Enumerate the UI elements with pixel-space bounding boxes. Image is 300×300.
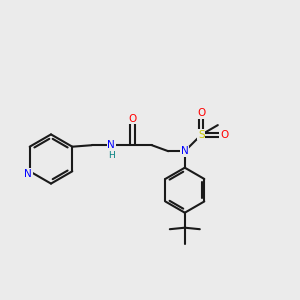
Text: O: O bbox=[128, 114, 136, 124]
Text: O: O bbox=[197, 108, 206, 118]
Text: O: O bbox=[220, 130, 228, 140]
Text: N: N bbox=[24, 169, 32, 179]
Text: N: N bbox=[107, 140, 115, 150]
Text: N: N bbox=[181, 146, 189, 156]
Text: S: S bbox=[198, 130, 205, 140]
Text: H: H bbox=[108, 151, 115, 160]
